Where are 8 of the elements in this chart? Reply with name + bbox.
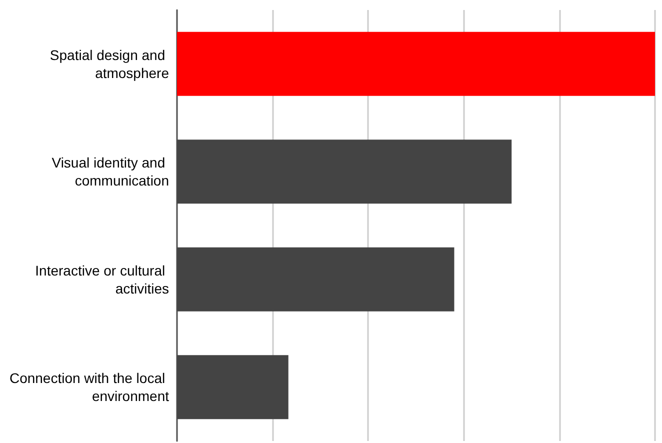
bar xyxy=(177,247,454,312)
y-tick-label: Spatial design and atmosphere xyxy=(50,46,170,81)
y-tick-label: Visual identity and communication xyxy=(52,154,169,189)
bar xyxy=(177,355,288,420)
y-tick-label: Interactive or cultural activities xyxy=(35,262,169,296)
bar xyxy=(177,32,655,96)
bar xyxy=(177,140,512,204)
y-tick-label: Connection with the local environment xyxy=(9,370,170,404)
